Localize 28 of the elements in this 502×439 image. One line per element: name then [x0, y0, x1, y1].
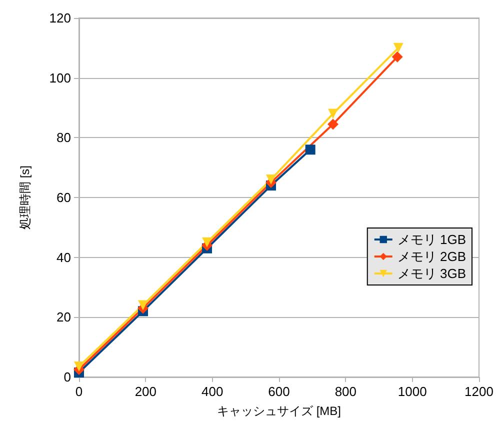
y-axis-title: 処理時間 [s] — [18, 165, 32, 230]
y-tick-label: 100 — [49, 70, 71, 86]
point — [202, 237, 212, 248]
legend-label: メモリ 2GB — [397, 249, 466, 264]
x-tick-label: 1200 — [464, 384, 494, 399]
point — [74, 362, 84, 372]
legend-label: メモリ 3GB — [397, 266, 466, 281]
x-tick-label: 200 — [134, 384, 157, 399]
point — [138, 300, 148, 310]
x-tick-label: 600 — [268, 384, 290, 399]
y-tick-label: 0 — [64, 370, 71, 384]
point — [305, 144, 316, 155]
point — [328, 118, 338, 130]
point — [393, 42, 404, 53]
x-tick-label: 0 — [75, 384, 83, 399]
y-tick-label: 20 — [56, 310, 71, 325]
legend-label: メモリ 1GB — [397, 232, 466, 247]
point — [266, 174, 276, 185]
y-tick-label: 80 — [56, 130, 71, 146]
y-tick-label: 40 — [56, 250, 71, 265]
y-tick-label: 120 — [49, 10, 71, 26]
x-tick-label: 400 — [201, 384, 224, 399]
point — [392, 51, 403, 62]
y-tick-label: 60 — [56, 190, 71, 205]
point — [328, 108, 338, 119]
x-tick-label: 800 — [334, 384, 357, 399]
x-axis-title: キャッシュサイズ [MB] — [216, 404, 342, 418]
x-tick-label: 1000 — [398, 384, 427, 399]
